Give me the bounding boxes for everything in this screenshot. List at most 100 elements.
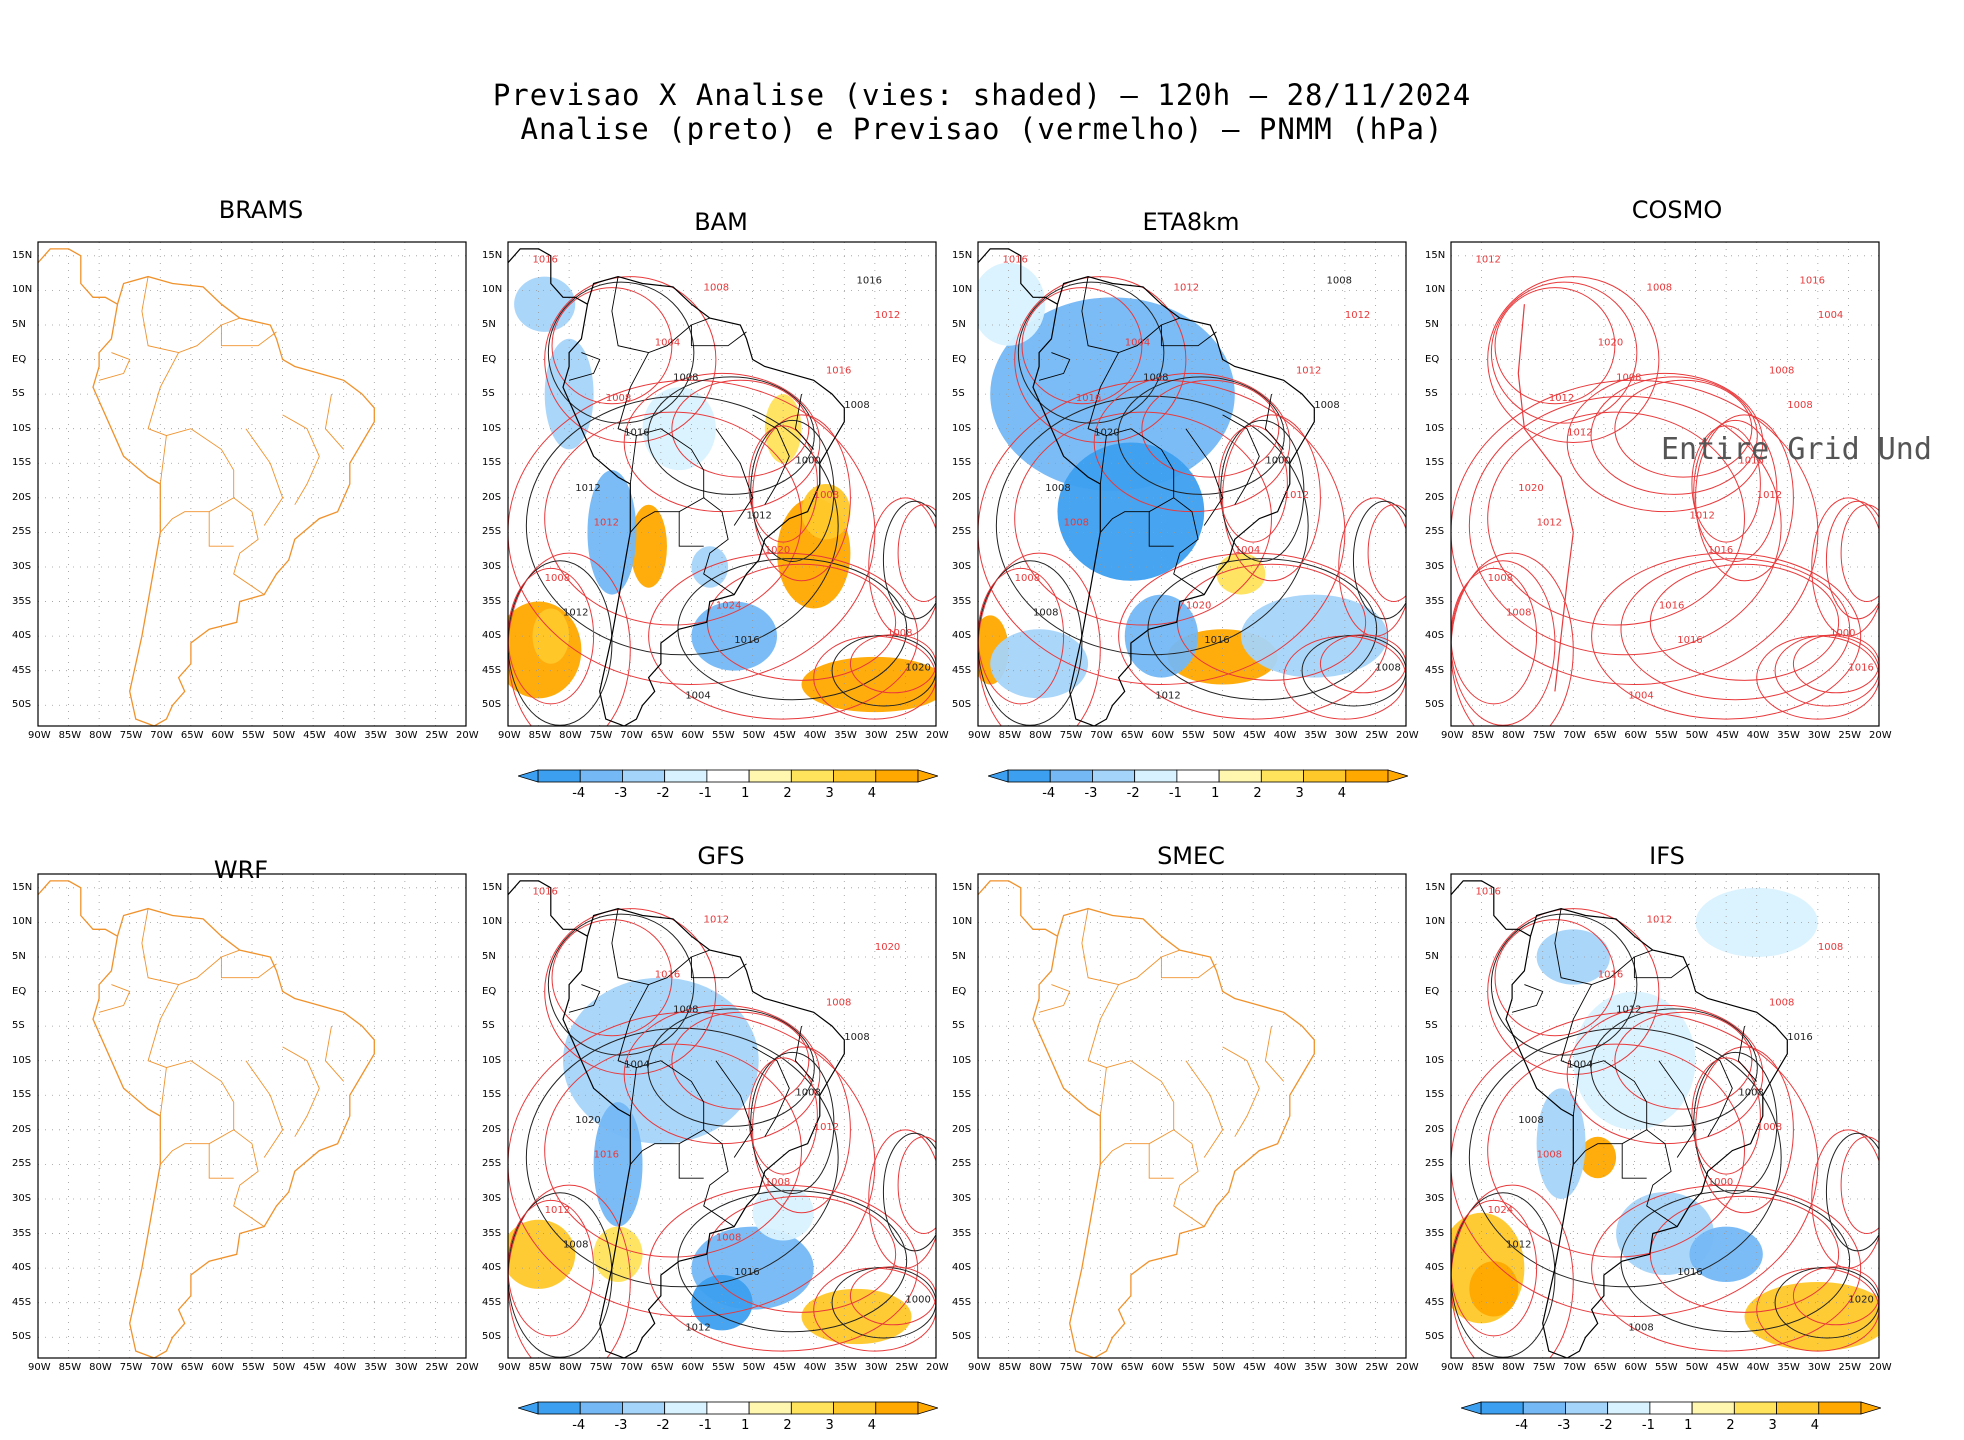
- lat-label: 10N: [12, 916, 33, 928]
- bias-shade: [593, 1102, 643, 1227]
- lon-label: 75W: [119, 1362, 143, 1373]
- country-border: [703, 1129, 735, 1227]
- colorbar-swatch: [706, 1401, 750, 1415]
- pressure-contour: [508, 1192, 613, 1358]
- country-border: [1633, 957, 1690, 979]
- contour-label: 1008: [765, 1177, 790, 1188]
- lat-label: EQ: [482, 353, 497, 365]
- lat-label: 25S: [1425, 526, 1445, 538]
- contour-label: 1012: [1506, 1239, 1531, 1250]
- lat-label: 30S: [952, 1192, 972, 1204]
- lat-label: 50S: [1425, 1331, 1445, 1343]
- country-border: [1087, 949, 1180, 1117]
- pressure-contour: [508, 1199, 595, 1337]
- country-border: [1099, 518, 1113, 533]
- country-border: [611, 908, 649, 986]
- coastline: [1451, 880, 1788, 1358]
- lon-label: 85W: [528, 730, 552, 741]
- contour-label: 1008: [826, 997, 851, 1008]
- pressure-contour: [544, 908, 717, 1076]
- lat-label: 30S: [12, 560, 32, 572]
- lon-label: 60W: [681, 1362, 705, 1373]
- lat-label: 15N: [12, 249, 33, 261]
- pressure-contour: [508, 379, 876, 685]
- map-panel-bam: 1016 1008 1008 1012 1008 1008 1012 1016 1012 1016…: [482, 241, 972, 741]
- lon-label: 30W: [1807, 1362, 1831, 1373]
- map-frame: [37, 241, 467, 727]
- lat-label: 10N: [952, 916, 973, 928]
- panel-title-gfs: GFS: [697, 842, 745, 870]
- colorbar-arrow-left: [516, 769, 539, 783]
- lat-label: 10S: [482, 1054, 502, 1066]
- contour-label: 1016: [1659, 600, 1684, 611]
- lon-label: 35W: [1777, 1362, 1800, 1373]
- coastline: [978, 880, 1315, 1358]
- colorbar-swatch: [1218, 769, 1262, 783]
- lat-label: 5N: [1425, 318, 1439, 330]
- lat-label: 10S: [952, 422, 972, 434]
- country-border: [1038, 352, 1071, 381]
- country-border: [629, 1150, 643, 1165]
- pressure-contour: [1487, 1043, 1745, 1258]
- contour-label: 1012: [1174, 282, 1199, 293]
- contour-label: 1012: [875, 310, 900, 321]
- bias-shade: [1469, 1261, 1519, 1317]
- lon-label: 70W: [1090, 1362, 1113, 1373]
- lon-label: 25W: [1365, 1362, 1389, 1373]
- lon-label: 65W: [1593, 1362, 1617, 1373]
- lon-label: 55W: [242, 730, 265, 741]
- colorbar-arrow-right: [917, 1401, 940, 1415]
- lat-label: 20S: [482, 1123, 502, 1135]
- lat-label: 25S: [952, 1158, 972, 1170]
- lat-label: 10N: [952, 284, 973, 296]
- pressure-contour: [868, 1129, 936, 1269]
- lat-label: 5S: [12, 388, 25, 400]
- lon-label: 35W: [364, 730, 387, 741]
- lon-label: 30W: [394, 730, 418, 741]
- contour-label: 1012: [1284, 490, 1309, 501]
- lat-label: 30S: [1425, 560, 1445, 572]
- pressure-contour: [671, 1011, 810, 1110]
- lon-label: 65W: [1593, 730, 1617, 741]
- colorbar-swatch: [833, 1401, 877, 1415]
- pressure-contour: [647, 1008, 815, 1127]
- contour-label: 1008: [814, 490, 839, 501]
- contour-label: 1024: [1488, 1205, 1513, 1216]
- pressure-contour: [544, 276, 717, 444]
- country-border: [1658, 1060, 1697, 1158]
- main-title-line1: Previsao X Analise (vies: shaded) – 120h…: [492, 78, 1472, 112]
- lat-label: 15N: [952, 881, 973, 893]
- lon-label: 55W: [242, 1362, 265, 1373]
- contour-label: 1008: [887, 628, 912, 639]
- lat-label: 35S: [12, 595, 32, 607]
- country-border: [617, 949, 710, 1117]
- lon-label: 40W: [803, 1362, 827, 1373]
- lon-label: 25W: [1365, 730, 1389, 741]
- bias-shade: [764, 394, 802, 464]
- contour-label: 1008: [1738, 1087, 1763, 1098]
- contour-label: 1016: [594, 1149, 619, 1160]
- lon-label: 25W: [895, 730, 919, 741]
- contour-label: 1012: [814, 1122, 839, 1133]
- lon-label: 50W: [272, 730, 296, 741]
- contour-label: 1016: [1800, 275, 1825, 286]
- colorbar-label: 4: [867, 1418, 877, 1433]
- country-border: [324, 1026, 345, 1082]
- lon-label: 45W: [1243, 1362, 1266, 1373]
- colorbar-swatch: [1303, 769, 1347, 783]
- colorbar-label: 3: [1768, 1418, 1777, 1433]
- pressure-contour: [1693, 1051, 1778, 1194]
- contour-label: 1008: [844, 1032, 869, 1043]
- lon-label: 45W: [303, 730, 326, 741]
- pressure-contour: [1792, 634, 1879, 694]
- country-border: [678, 511, 704, 547]
- map-panel-wrf: 15N 10N 5N EQ 5S 10S 15S 20S 25S 30S 35S 40S 45S 50S 9…: [12, 873, 502, 1373]
- lat-label: 20S: [1425, 1123, 1445, 1135]
- lon-label: 85W: [998, 730, 1022, 741]
- colorbar-label: -3: [1084, 786, 1098, 801]
- country-border: [220, 325, 277, 347]
- pressure-contour: [849, 634, 936, 694]
- lat-label: 20S: [952, 1123, 972, 1135]
- country-border: [1511, 984, 1544, 1013]
- country-border: [159, 518, 173, 533]
